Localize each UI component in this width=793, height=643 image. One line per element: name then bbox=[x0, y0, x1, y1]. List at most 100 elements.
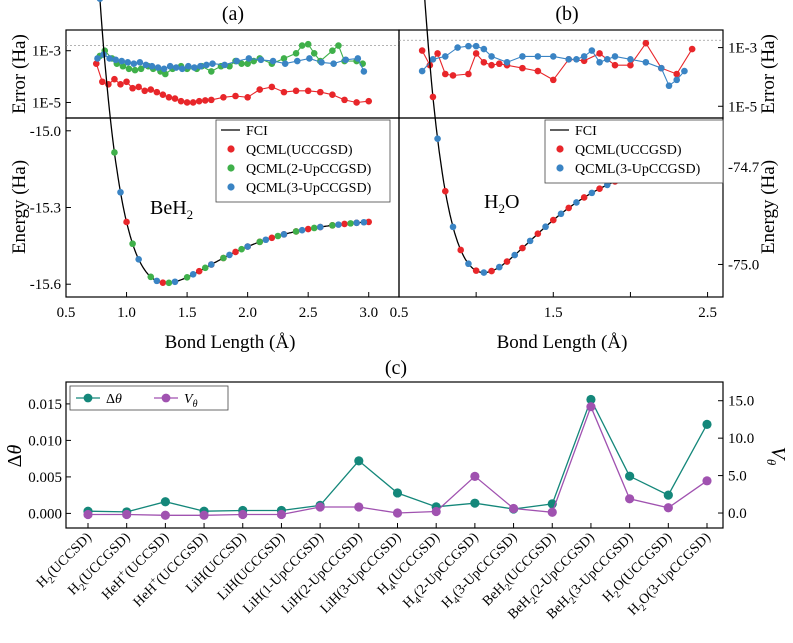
a-legend-swatch-red bbox=[227, 145, 235, 153]
b-energy-point-red bbox=[534, 230, 542, 238]
c-point-teal bbox=[702, 419, 712, 429]
a-energy-point-blue bbox=[335, 221, 342, 228]
b-error-point-blue bbox=[441, 53, 449, 60]
panel-c-ticks: 0.000 0.005 0.010 0.015 0.0 5.0 10.0 15.0 bbox=[28, 394, 754, 528]
b-error-point-red bbox=[434, 50, 441, 57]
a-error-point-blue bbox=[166, 62, 174, 70]
a-energy-point-green bbox=[147, 273, 155, 281]
b-energy-point-blue bbox=[573, 199, 580, 206]
b-legend-swatch-red bbox=[556, 145, 564, 153]
b-error-point-blue bbox=[429, 56, 437, 63]
c-left-ytick-label: 0.005 bbox=[28, 470, 62, 486]
panel-a-legend: FCI QCML(UCCGSD) QCML(2-UpCCGSD) QCML(3-UpC… bbox=[215, 119, 391, 203]
c-point-purple bbox=[199, 510, 209, 520]
b-legend-swatch-blue bbox=[556, 164, 564, 172]
a-energy-point-green bbox=[329, 222, 336, 229]
a-energy-ytick-label: -15.6 bbox=[30, 277, 62, 293]
b-error-point-blue bbox=[549, 53, 557, 60]
a-xtick-label: 3.0 bbox=[359, 305, 378, 321]
c-right-ytick-label: 0.0 bbox=[728, 506, 747, 522]
b-error-point-blue bbox=[603, 56, 611, 63]
a-energy-point-green bbox=[201, 264, 209, 272]
b-xtick-label: 0.5 bbox=[390, 305, 409, 321]
a-error-point-green bbox=[310, 49, 318, 57]
a-xtick-label: 0.5 bbox=[57, 305, 76, 321]
a-error-ytick-label: 1E-5 bbox=[32, 95, 61, 111]
c-point-purple bbox=[508, 503, 519, 514]
b-energy-point-blue bbox=[542, 223, 549, 231]
b-energy-point-red bbox=[472, 267, 480, 274]
a-error-point-green bbox=[137, 65, 145, 73]
c-point-purple bbox=[83, 509, 93, 520]
a-legend-label: FCI bbox=[246, 124, 268, 139]
c-point-purple bbox=[392, 508, 403, 518]
b-error-point-blue bbox=[418, 67, 426, 75]
b-energy-point-blue bbox=[511, 251, 519, 259]
a-error-point-green bbox=[292, 49, 300, 57]
b-energy-point-red bbox=[441, 187, 449, 195]
b-error-point-blue bbox=[519, 53, 526, 60]
a-error-point-red bbox=[268, 83, 276, 91]
c-category-label: LiH(UCCGSD) bbox=[215, 530, 289, 604]
a-error-point-blue bbox=[130, 60, 138, 67]
a-error-point-red bbox=[316, 88, 324, 96]
a-error-ytick-label: 1E-3 bbox=[32, 44, 61, 60]
a-legend-label: QCML(2-UpCCGSD) bbox=[246, 162, 372, 177]
a-energy-ytick-label: -15.3 bbox=[30, 201, 61, 217]
a-energy-point-blue bbox=[153, 277, 161, 285]
a-energy-point-green bbox=[183, 273, 191, 281]
a-error-point-green bbox=[304, 40, 312, 48]
b-error-point-red bbox=[611, 61, 619, 69]
b-error-point-red bbox=[441, 70, 449, 78]
a-error-point-red bbox=[147, 86, 155, 93]
a-error-point-green bbox=[280, 55, 288, 62]
b-energy-point-red bbox=[429, 93, 437, 101]
b-error-point-blue bbox=[534, 53, 542, 60]
panel-c: 0.000 0.005 0.010 0.015 0.0 5.0 10.0 15.0 H2(UC… bbox=[4, 381, 789, 622]
c-point-teal bbox=[160, 497, 170, 507]
b-error-point-red bbox=[465, 70, 472, 78]
b-error-point-red bbox=[480, 58, 488, 66]
c-point-teal bbox=[663, 490, 673, 500]
c-legend-swatch-dot bbox=[83, 393, 93, 403]
a-error-point-blue bbox=[221, 61, 228, 69]
panel-b-molecule-label: H2O bbox=[484, 191, 519, 216]
a-energy-point-blue bbox=[135, 255, 142, 263]
a-error-point-blue bbox=[306, 55, 313, 62]
b-energy-ytick-label: -74.7 bbox=[728, 160, 760, 176]
a-error-point-blue bbox=[142, 61, 150, 69]
b-error-point-blue bbox=[681, 67, 688, 75]
c-point-purple bbox=[431, 506, 441, 517]
a-error-point-red bbox=[177, 97, 185, 105]
a-energy-point-green bbox=[165, 279, 173, 287]
a-error-point-red bbox=[189, 99, 197, 106]
b-error-point-blue bbox=[580, 53, 588, 60]
b-energy-ytick-label: -75.0 bbox=[728, 257, 759, 273]
a-error-point-blue bbox=[281, 60, 289, 67]
b-energy-point-blue bbox=[588, 189, 596, 197]
b-energy-point-blue bbox=[434, 135, 441, 143]
b-energy-point-red bbox=[457, 246, 465, 254]
b-error-point-blue bbox=[642, 58, 650, 66]
a-error-point-blue bbox=[233, 57, 241, 65]
a-error-point-red bbox=[201, 97, 209, 104]
a-legend-swatch-blue bbox=[227, 183, 235, 191]
c-line-purple bbox=[88, 404, 708, 516]
c-left-ytick-label: 0.010 bbox=[28, 433, 62, 449]
b-error-point-red bbox=[688, 45, 696, 53]
panel-a-error-ylabel: Error (Ha) bbox=[9, 34, 30, 114]
a-error-point-blue bbox=[178, 65, 186, 73]
b-error-point-red bbox=[418, 47, 426, 54]
b-error-point-red bbox=[449, 72, 457, 79]
c-point-teal bbox=[392, 488, 403, 498]
c-right-ytick-label: 15.0 bbox=[728, 394, 754, 410]
b-energy-point-red bbox=[549, 216, 557, 224]
a-energy-point-red bbox=[123, 218, 130, 226]
a-energy-point-blue bbox=[316, 223, 324, 231]
a-energy-point-blue bbox=[208, 261, 215, 268]
a-error-point-red bbox=[171, 95, 179, 102]
a-error-point-blue bbox=[124, 59, 132, 66]
a-error-point-red bbox=[208, 96, 215, 104]
c-point-purple bbox=[122, 509, 132, 520]
b-error-point-blue bbox=[488, 53, 495, 60]
